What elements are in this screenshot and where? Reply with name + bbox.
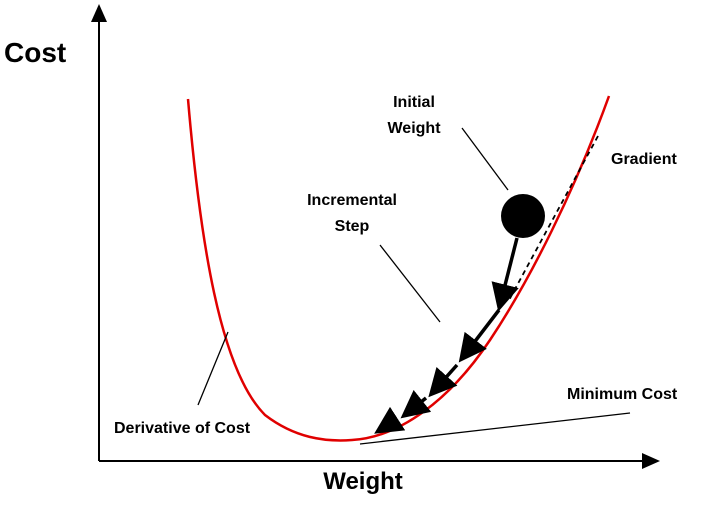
cost-curve [186,95,611,442]
y-axis-label: Cost [4,37,66,68]
derivative-of-cost-label: Derivative of Cost [114,420,251,437]
gradient-tangent-line [507,135,599,303]
initial-weight-label-line1: Initial [393,94,435,111]
initial-weight-leader [461,127,509,191]
derivative-leader [197,331,229,406]
step-arrow-5 [374,406,406,434]
minimum-cost-leader [359,412,631,445]
x-axis-label: Weight [323,468,403,495]
incremental-step-leader [379,244,441,323]
initial-weight-label-line2: Weight [387,120,441,137]
step-arrow-3 [428,363,459,398]
incremental-step-label-line2: Step [335,218,370,235]
step-arrow-2 [458,308,501,363]
incremental-step-label-line1: Incremental [307,192,397,209]
initial-weight-ball [501,194,545,238]
gradient-label: Gradient [611,151,677,168]
step-arrow-4 [400,389,432,419]
minimum-cost-label: Minimum Cost [567,386,678,403]
step-arrow-1 [491,237,519,312]
